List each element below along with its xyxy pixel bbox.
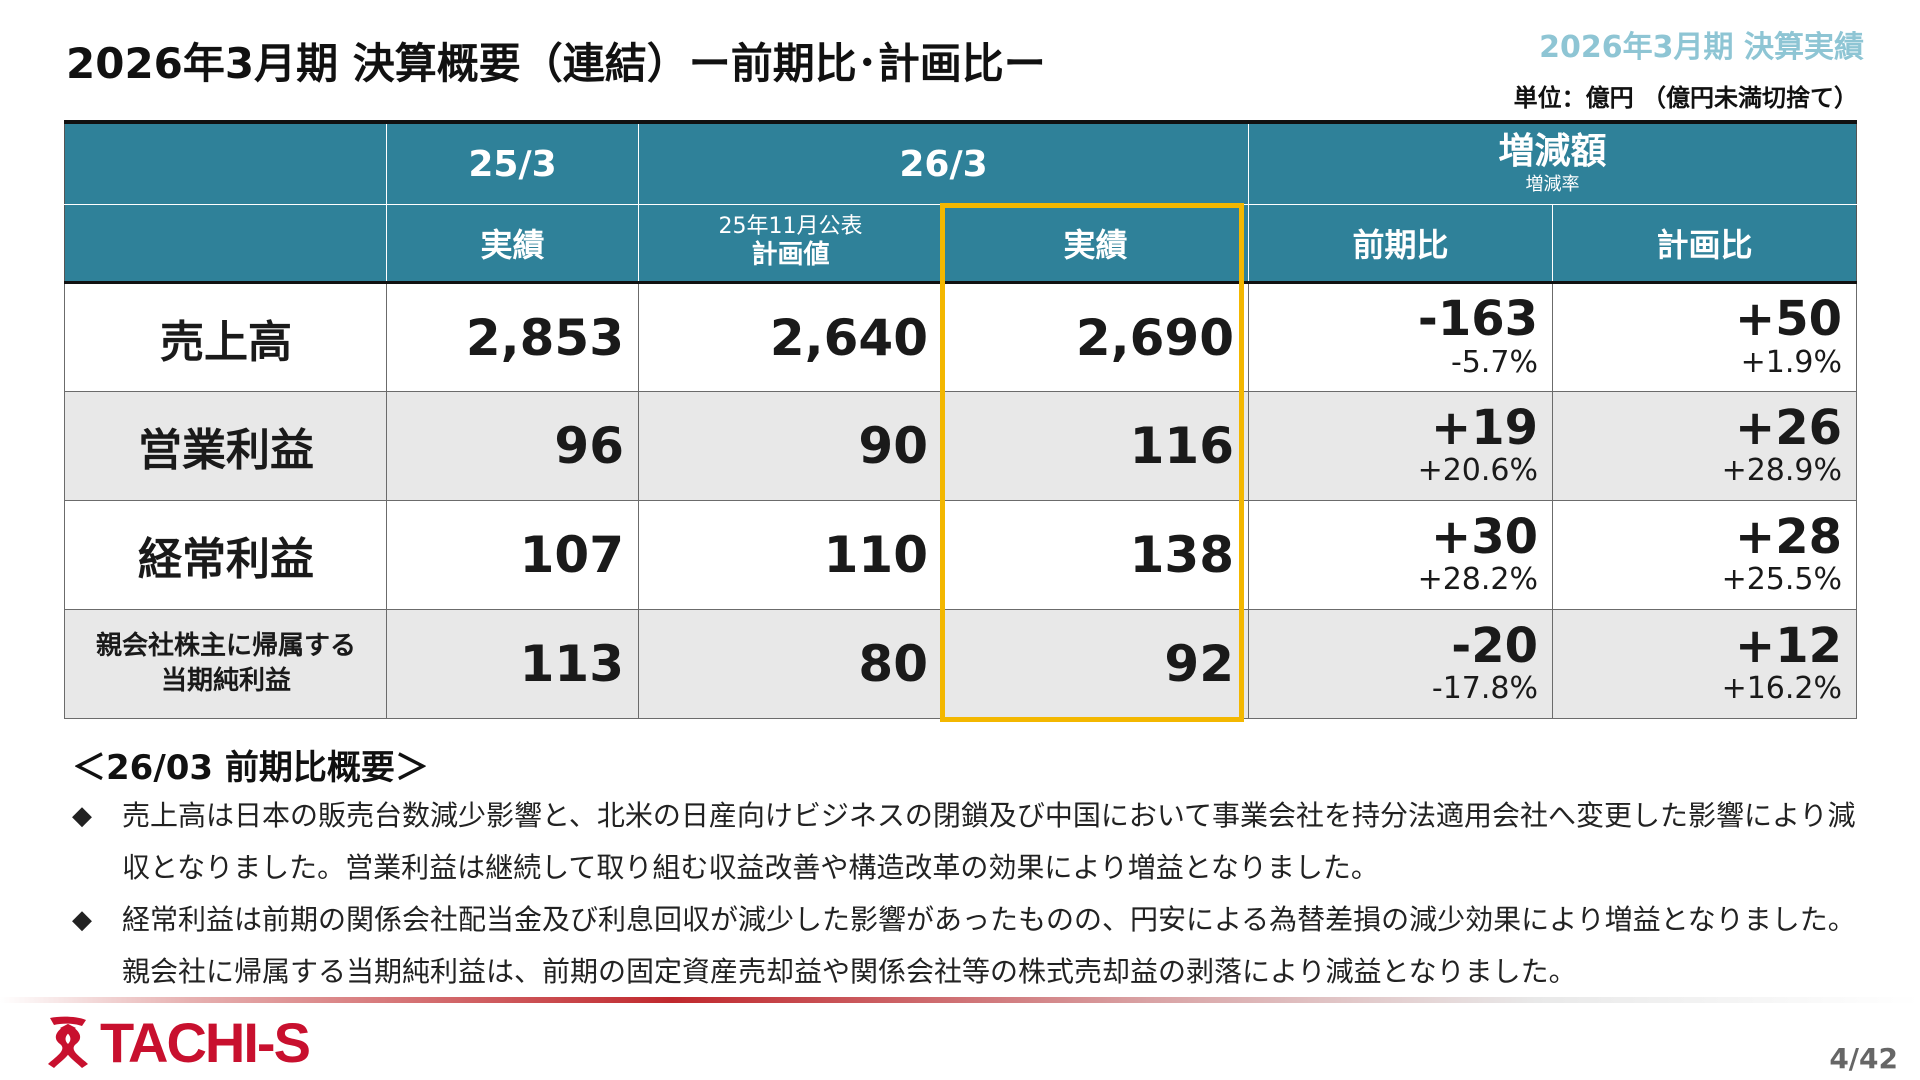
table-row: 営業利益 96 90 116 +19 +20.6% +26 +28.9% — [64, 391, 1858, 501]
yoy-amount: -163 — [1417, 291, 1539, 348]
cell-yoy: -20 -17.8% — [1248, 609, 1554, 719]
cell-vs-plan: +26 +28.9% — [1552, 391, 1858, 501]
row-label-line1: 親会社株主に帰属する — [95, 630, 356, 661]
cell-yoy: +30 +28.2% — [1248, 500, 1554, 610]
cell-plan: 110 — [638, 500, 943, 610]
bullet-text: 経常利益は前期の関係会社配当金及び利息回収が減少した影響があったものの、円安によ… — [122, 903, 1856, 988]
header-fy2603: 26/3 — [637, 120, 1250, 205]
header-actual-cur: 実績 — [941, 204, 1250, 284]
row-label: 経常利益 — [64, 500, 387, 610]
vsplan-rate: +25.5% — [1721, 562, 1843, 598]
cell-plan: 90 — [638, 391, 943, 501]
header-diff: 増減額 増減率 — [1248, 120, 1858, 205]
slide-title: 2026年3月期 決算概要（連結）ー前期比･計画比ー — [66, 39, 1046, 88]
cell-cur: 92 — [941, 609, 1250, 719]
header-plan-main: 計画値 — [751, 239, 830, 270]
yoy-amount: -20 — [1451, 617, 1539, 674]
yoy-rate: -17.8% — [1431, 671, 1539, 707]
vsplan-rate: +16.2% — [1721, 671, 1843, 707]
cell-vs-plan: +50 +1.9% — [1552, 282, 1858, 392]
header-plan-sub: 25年11月公表 — [718, 214, 863, 240]
cell-prev: 96 — [386, 391, 639, 501]
list-item: ◆ 経常利益は前期の関係会社配当金及び利息回収が減少した影響があったものの、円安… — [72, 894, 1862, 998]
vsplan-amount: +50 — [1735, 291, 1843, 348]
vsplan-rate: +1.9% — [1740, 344, 1843, 380]
row-label-line2: 当期純利益 — [160, 666, 291, 696]
row-label: 営業利益 — [64, 391, 387, 501]
vsplan-amount: +28 — [1735, 508, 1843, 565]
yoy-amount: +19 — [1431, 399, 1539, 456]
diamond-bullet-icon: ◆ — [72, 801, 92, 831]
summary-title: ＜26/03 前期比概要＞ — [72, 748, 429, 788]
cell-vs-plan: +28 +25.5% — [1552, 500, 1858, 610]
vsplan-amount: +12 — [1735, 617, 1843, 674]
cell-yoy: -163 -5.7% — [1248, 282, 1554, 392]
header-tag: 2026年3月期 決算実績 — [1539, 30, 1864, 65]
cell-cur: 116 — [941, 391, 1250, 501]
yoy-rate: -5.7% — [1450, 344, 1539, 380]
header-empty-2 — [64, 204, 387, 284]
header-yoy: 前期比 — [1248, 204, 1554, 284]
diamond-bullet-icon: ◆ — [72, 905, 92, 935]
header-vs-plan: 計画比 — [1552, 204, 1858, 284]
cell-yoy: +19 +20.6% — [1248, 391, 1554, 501]
financial-summary-table: 25/3 26/3 増減額 増減率 実績 25年11月公表 計画値 実績 前期比… — [64, 120, 1858, 719]
row-label: 親会社株主に帰属する 当期純利益 — [64, 609, 387, 719]
cell-cur: 138 — [941, 500, 1250, 610]
cell-vs-plan: +12 +16.2% — [1552, 609, 1858, 719]
cell-prev: 113 — [386, 609, 639, 719]
company-logo: TACHI-S — [40, 1010, 311, 1074]
cell-prev: 2,853 — [386, 282, 639, 392]
bullet-text: 売上高は日本の販売台数減少影響と、北米の日産向けビジネスの閉鎖及び中国において事… — [122, 799, 1856, 884]
cell-plan: 80 — [638, 609, 943, 719]
cell-plan: 2,640 — [638, 282, 943, 392]
vsplan-amount: +26 — [1735, 399, 1843, 456]
page-number: 4/42 — [1829, 1042, 1898, 1075]
tachi-s-logo-mark-icon — [48, 1016, 88, 1068]
table-header-row-1: 25/3 26/3 増減額 増減率 — [64, 120, 1858, 205]
table-row: 親会社株主に帰属する 当期純利益 113 80 92 -20 -17.8% +1… — [64, 609, 1858, 719]
yoy-rate: +28.2% — [1417, 562, 1539, 598]
summary-bullets: ◆ 売上高は日本の販売台数減少影響と、北米の日産向けビジネスの閉鎖及び中国におい… — [72, 790, 1862, 998]
header-diff-rate: 増減率 — [1525, 174, 1580, 195]
yoy-amount: +30 — [1431, 508, 1539, 565]
list-item: ◆ 売上高は日本の販売台数減少影響と、北米の日産向けビジネスの閉鎖及び中国におい… — [72, 790, 1862, 894]
header-plan: 25年11月公表 計画値 — [638, 204, 943, 284]
table-row: 売上高 2,853 2,640 2,690 -163 -5.7% +50 +1.… — [64, 282, 1858, 392]
header-actual-prev: 実績 — [386, 204, 639, 284]
cell-cur: 2,690 — [941, 282, 1250, 392]
row-label: 売上高 — [64, 282, 387, 392]
header-empty — [64, 120, 387, 205]
table-header-row-2: 実績 25年11月公表 計画値 実績 前期比 計画比 — [64, 204, 1858, 284]
logo-text: TACHI-S — [100, 1010, 311, 1074]
header-fy2503: 25/3 — [386, 120, 639, 205]
table-row: 経常利益 107 110 138 +30 +28.2% +28 +25.5% — [64, 500, 1858, 610]
footer-divider — [0, 997, 1920, 1003]
header-diff-amount: 増減額 — [1498, 131, 1607, 173]
unit-note: 単位：億円 （億円未満切捨て） — [1513, 84, 1858, 112]
cell-prev: 107 — [386, 500, 639, 610]
yoy-rate: +20.6% — [1417, 453, 1539, 489]
vsplan-rate: +28.9% — [1721, 453, 1843, 489]
